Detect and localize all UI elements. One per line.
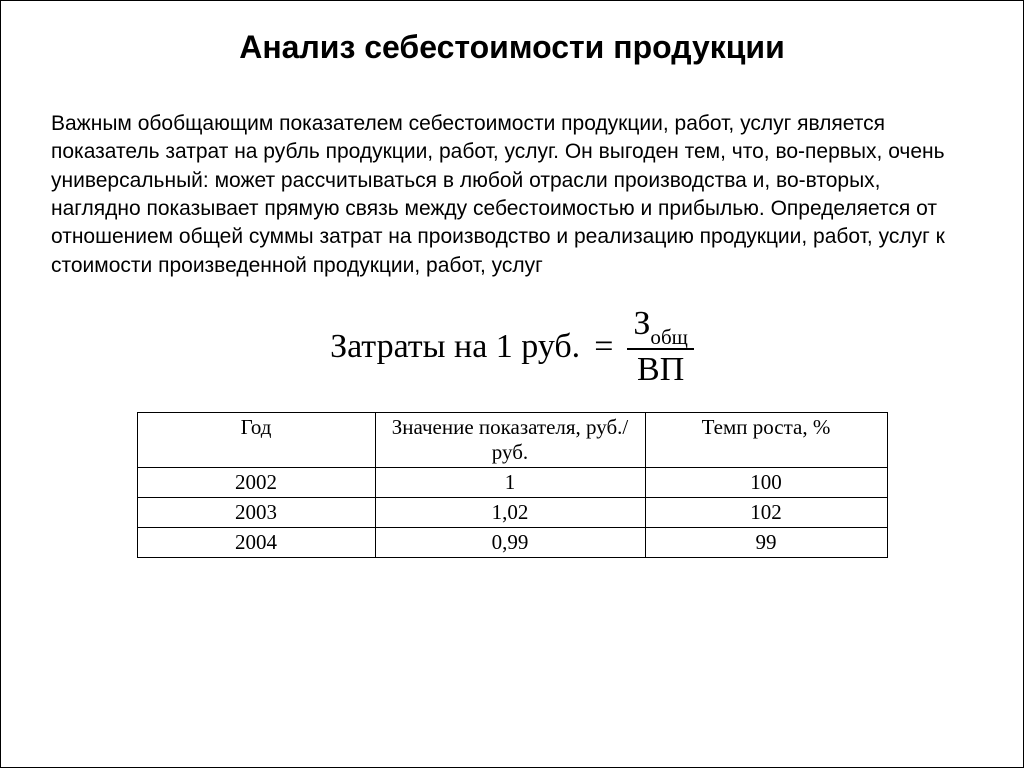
formula-numerator: Зобщ [627, 306, 694, 350]
table-header-row: Год Значение показателя, руб./руб. Темп … [137, 412, 887, 467]
table-cell: 1,02 [375, 497, 645, 527]
formula-eq: = [594, 328, 613, 366]
table-cell: 100 [645, 467, 887, 497]
data-table: Год Значение показателя, руб./руб. Темп … [137, 412, 888, 558]
page-title: Анализ себестоимости продукции [51, 29, 973, 66]
formula-lhs-unit: руб. [521, 328, 580, 365]
formula-fraction: Зобщ ВП [627, 306, 694, 388]
body-paragraph: Важным обобщающим показателем себестоимо… [51, 110, 973, 280]
table-cell: 2003 [137, 497, 375, 527]
table-row: 2003 1,02 102 [137, 497, 887, 527]
table-col-header: Год [137, 412, 375, 467]
formula-lhs-amount: 1 [496, 328, 513, 365]
table-cell: 1 [375, 467, 645, 497]
formula: Затраты на 1 руб. = Зобщ ВП [51, 306, 973, 388]
table-cell: 102 [645, 497, 887, 527]
formula-num-base: З [633, 305, 650, 342]
formula-denominator: ВП [631, 350, 690, 388]
table-col-header: Значение показателя, руб./руб. [375, 412, 645, 467]
table-cell: 99 [645, 527, 887, 557]
table-row: 2002 1 100 [137, 467, 887, 497]
table-col-header: Темп роста, % [645, 412, 887, 467]
table-row: 2004 0,99 99 [137, 527, 887, 557]
table-cell: 0,99 [375, 527, 645, 557]
formula-num-sub: общ [650, 325, 688, 349]
table-cell: 2004 [137, 527, 375, 557]
formula-lhs: Затраты на 1 руб. [330, 328, 580, 366]
table-cell: 2002 [137, 467, 375, 497]
formula-lhs-prefix: Затраты на [330, 328, 487, 365]
